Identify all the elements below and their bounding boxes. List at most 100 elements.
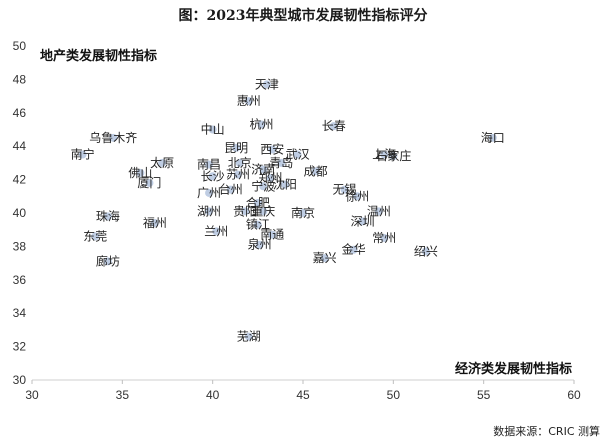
data-point: [103, 212, 112, 221]
data-point: [340, 185, 349, 194]
point-label: 中山: [201, 122, 225, 137]
point-label: 厦门: [137, 175, 161, 190]
data-point: [293, 150, 302, 159]
point-label: 东莞: [83, 229, 107, 243]
x-tick-label: 45: [296, 388, 310, 402]
y-tick-label: 50: [13, 39, 27, 53]
point-label: 成都: [304, 164, 328, 178]
point-label: 广州: [197, 186, 221, 200]
data-point: [205, 207, 214, 216]
point-label: 南通: [260, 227, 284, 242]
axes: [31, 379, 575, 384]
point-label: 徐州: [345, 188, 369, 203]
data-point: [208, 125, 217, 134]
point-label: 长春: [322, 119, 346, 133]
y-tick-label: 46: [13, 106, 27, 120]
data-point: [233, 170, 242, 179]
point-label: 湖州: [197, 203, 221, 218]
point-label: 绍兴: [414, 244, 438, 258]
y-tick-label: 36: [13, 273, 27, 287]
y-tick-label: 44: [13, 139, 27, 153]
point-label: 重庆: [251, 204, 275, 218]
data-point: [299, 209, 307, 217]
point-label: 常州: [372, 231, 396, 245]
data-point: [150, 219, 159, 228]
point-label: 昆明: [224, 141, 248, 155]
data-point: [353, 192, 362, 201]
y-tick-label: 34: [13, 306, 27, 320]
point-label: 无锡: [333, 182, 357, 197]
y-tick-label: 32: [13, 340, 27, 354]
data-point: [320, 254, 329, 263]
point-label: 嘉兴: [313, 251, 337, 265]
data-point: [205, 188, 214, 197]
point-label: 武汉: [286, 148, 310, 162]
data-point: [136, 168, 145, 177]
data-point: [268, 230, 277, 239]
data-point: [280, 180, 289, 189]
data-point: [349, 245, 358, 254]
data-point: [380, 150, 389, 159]
data-point: [380, 234, 389, 243]
x-axis-title: 经济类发展韧性指标: [455, 361, 572, 377]
data-point: [145, 178, 154, 187]
x-tick-label: 30: [25, 388, 39, 402]
point-label: 苏州: [226, 168, 250, 182]
point-label: 青岛: [269, 155, 293, 170]
point-label: 南昌: [197, 157, 221, 172]
data-point: [421, 247, 430, 256]
point-label: 金华: [342, 242, 366, 257]
data-point: [488, 133, 497, 142]
point-label: 台州: [219, 182, 243, 197]
point-label: 西安: [260, 142, 284, 157]
point-label: 济南: [251, 162, 275, 177]
data-point: [257, 120, 266, 129]
data-point: [259, 165, 268, 174]
point-label: 深圳: [351, 214, 375, 228]
data-point: [232, 143, 241, 152]
y-tick-label: 48: [13, 72, 27, 86]
point-label: 芜湖: [237, 329, 261, 344]
data-point: [78, 150, 87, 159]
y-axis-title: 地产类发展韧性指标: [40, 48, 157, 64]
data-point: [235, 158, 244, 167]
data-point: [244, 97, 253, 106]
point-label: 合肥: [246, 195, 270, 210]
point-label: 南京: [291, 205, 315, 220]
data-point: [268, 145, 277, 154]
data-point: [208, 172, 217, 181]
data-point: [358, 217, 367, 226]
point-label: 乌鲁木齐: [89, 130, 137, 145]
point-label: 南宁: [71, 147, 95, 162]
point-label: 海口: [481, 130, 505, 145]
x-tick-label: 55: [477, 388, 491, 402]
point-label: 温州: [367, 204, 391, 218]
y-tick-label: 42: [13, 173, 27, 187]
y-tick-label: 30: [13, 373, 27, 387]
x-tick-label: 60: [567, 388, 581, 402]
chart-title: 图：2023年典型城市发展韧性指标评分: [179, 7, 428, 24]
point-label: 惠州: [237, 94, 261, 108]
data-point: [374, 207, 383, 216]
y-tick-label: 38: [13, 239, 27, 253]
data-point: [329, 122, 338, 131]
data-point: [253, 198, 262, 207]
data-point: [259, 207, 268, 216]
point-label: 泉州: [248, 238, 272, 252]
point-label: 长沙: [201, 169, 225, 183]
point-label: 镇江: [246, 218, 270, 232]
point-label: 福州: [143, 215, 167, 230]
point-label: 沈阳: [273, 177, 297, 192]
data-point: [205, 160, 214, 169]
tick-labels: 30 35 40 45 50 55 60 30 32 34 36 38 40 42 44 46 48 50: [13, 39, 581, 402]
x-tick-label: 35: [116, 388, 130, 402]
point-label: 贵阳: [233, 204, 257, 218]
point-label: 天津: [255, 77, 279, 91]
point-label: 郑州: [258, 170, 282, 185]
data-point: [91, 232, 100, 241]
point-label: 兰州: [204, 224, 228, 238]
point-label: 佛山: [128, 166, 152, 180]
data-point: [103, 257, 112, 266]
